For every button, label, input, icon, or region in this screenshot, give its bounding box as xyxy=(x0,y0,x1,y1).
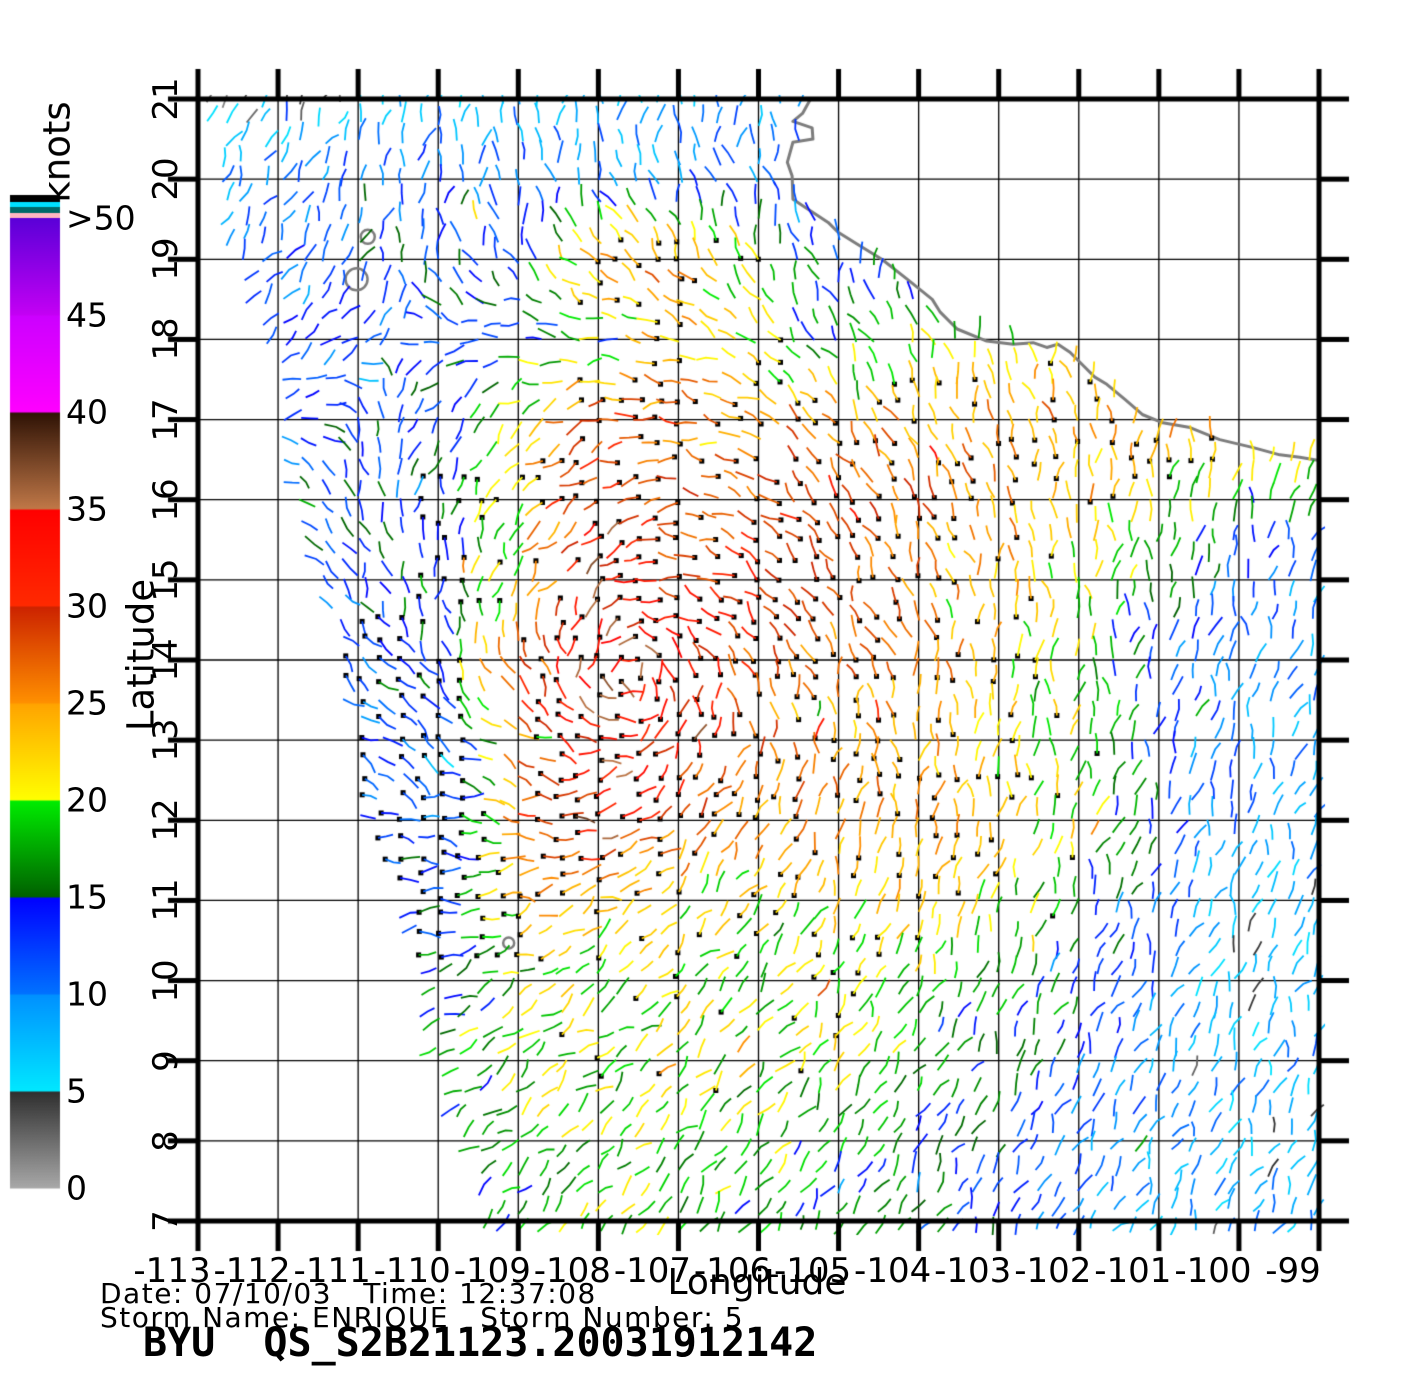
x-tick-label: -110 xyxy=(373,1251,451,1291)
y-tick-label: 21 xyxy=(146,77,186,121)
x-tick-label: -101 xyxy=(1094,1251,1172,1291)
x-tick-label: -107 xyxy=(613,1251,692,1291)
y-tick-label: 13 xyxy=(146,718,186,762)
y-tick-label: 17 xyxy=(146,397,186,442)
x-tick-label: -105 xyxy=(773,1251,852,1291)
colorbar-tick-label: >50 xyxy=(66,198,136,238)
y-tick-label: 19 xyxy=(146,237,186,281)
colorbar-units-label: knots xyxy=(35,101,79,203)
y-tick-label: 7 xyxy=(146,1210,186,1232)
x-tick-label: -103 xyxy=(934,1251,1012,1291)
colorbar-tick-label: 10 xyxy=(66,974,108,1014)
y-tick-label: 8 xyxy=(146,1130,186,1152)
y-tick-label: 20 xyxy=(146,157,186,201)
x-tick-label: -109 xyxy=(453,1251,531,1291)
colorbar-tick-label: 25 xyxy=(66,683,108,723)
plot-title: BYU QS_S2B21123.20031912142 xyxy=(143,1320,818,1366)
y-tick-label: 14 xyxy=(146,638,186,682)
x-tick-label: -111 xyxy=(293,1251,371,1291)
y-tick-label: 15 xyxy=(146,558,186,602)
storm-info-line: Storm Name: ENRIQUE Storm Number: 5 xyxy=(100,1301,745,1334)
colorbar-tick-label: 15 xyxy=(66,877,108,917)
x-tick-label: -104 xyxy=(854,1251,932,1291)
y-tick-label: 18 xyxy=(146,317,186,362)
x-tick-label: -112 xyxy=(213,1251,291,1291)
colorbar-tick-label: 35 xyxy=(66,489,108,529)
x-axis-title: Longitude xyxy=(667,1262,847,1303)
y-tick-label: 16 xyxy=(146,478,186,522)
y-tick-label: 12 xyxy=(146,798,186,842)
x-tick-label: -100 xyxy=(1174,1251,1252,1291)
colorbar-tick-label: 45 xyxy=(66,295,108,335)
colorbar-tick-label: 30 xyxy=(66,586,108,626)
colorbar-tick-label: 20 xyxy=(66,780,108,820)
y-tick-label: 10 xyxy=(146,958,186,1003)
x-tick-label: -113 xyxy=(133,1251,211,1291)
x-tick-label: -99 xyxy=(1265,1251,1321,1291)
x-tick-label: -102 xyxy=(1014,1251,1092,1291)
colorbar-tick-label: 5 xyxy=(66,1071,87,1111)
y-tick-label: 9 xyxy=(146,1049,186,1072)
colorbar-tick-label: 40 xyxy=(66,392,108,432)
date-time-line: Date: 07/10/03 Time: 12:37:08 xyxy=(100,1277,597,1310)
x-tick-label: -106 xyxy=(693,1251,772,1291)
x-tick-label: -108 xyxy=(533,1251,611,1291)
colorbar-tick-label: 0 xyxy=(66,1168,87,1208)
y-tick-label: 11 xyxy=(146,878,186,923)
